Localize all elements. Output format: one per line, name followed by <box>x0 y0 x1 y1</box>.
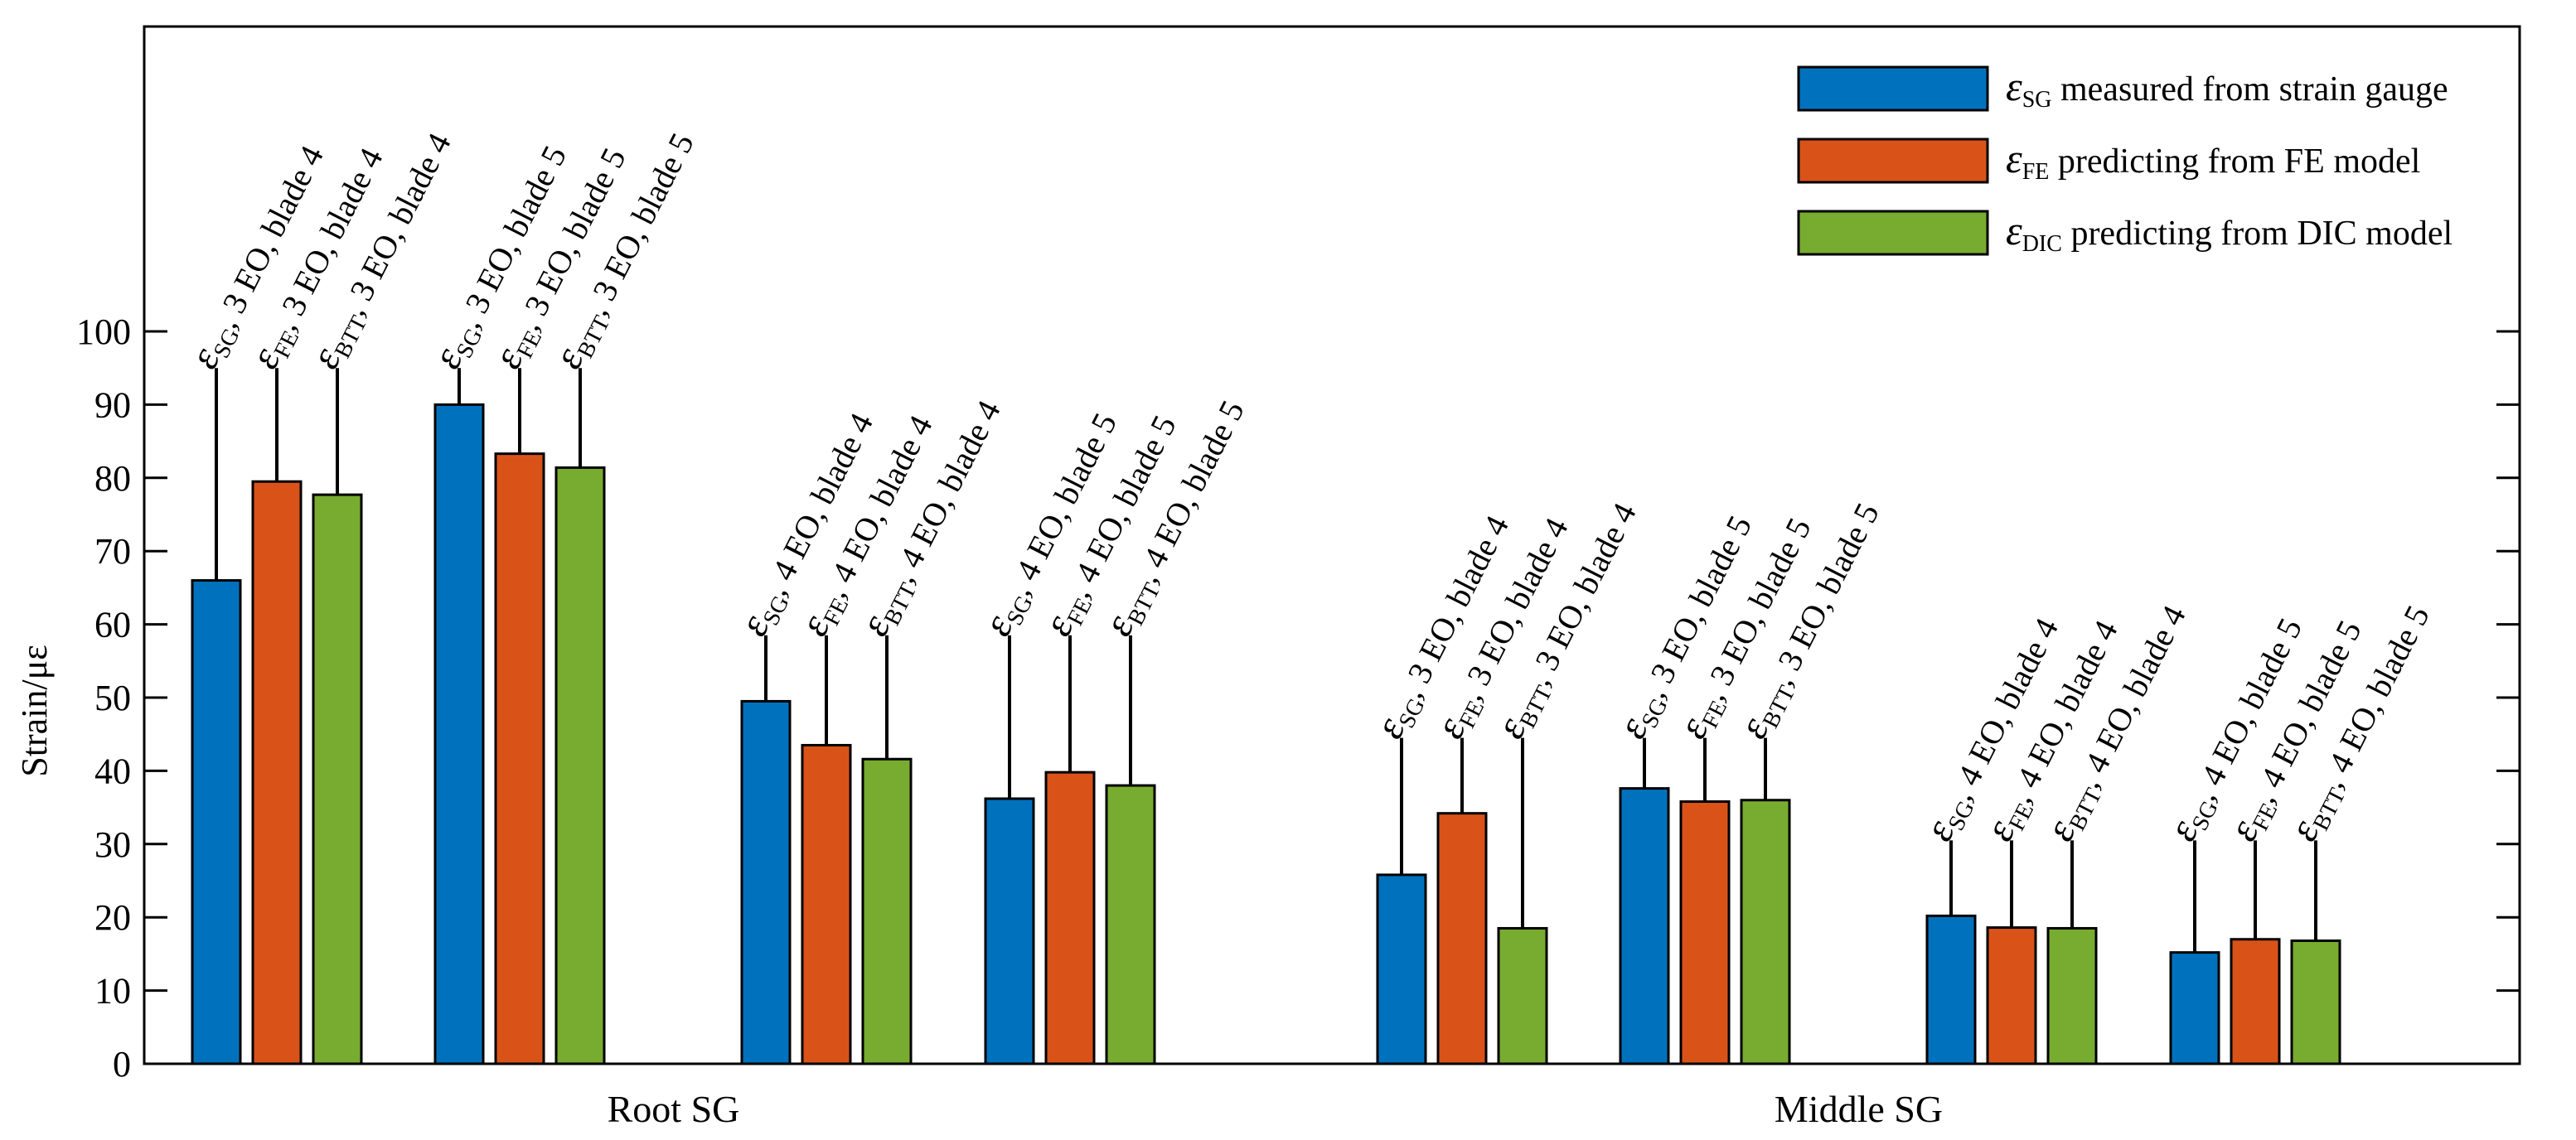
bar <box>861 757 913 1065</box>
bar <box>2230 938 2281 1065</box>
y-axis: 0 10 20 30 40 50 60 70 80 90 100 <box>76 312 2520 1084</box>
y-tick-label: 20 <box>94 897 131 938</box>
y-axis-title: Strain/με <box>14 645 55 776</box>
y-tick-label: 70 <box>94 531 131 572</box>
bar <box>1679 800 1731 1065</box>
bar <box>191 579 242 1065</box>
y-tick-label: 100 <box>76 312 131 352</box>
bar <box>1740 799 1791 1065</box>
y-tick-label: 90 <box>94 384 131 425</box>
bar <box>1105 784 1156 1065</box>
bar <box>984 797 1035 1065</box>
bar <box>1619 787 1670 1065</box>
bar <box>554 466 606 1065</box>
y-tick-label: 40 <box>94 751 131 791</box>
bar <box>494 452 545 1065</box>
bar <box>1925 914 1977 1065</box>
x-group-label: Root SG <box>608 1088 740 1130</box>
bar <box>2290 939 2341 1065</box>
bar <box>1986 926 2037 1065</box>
x-group-label: Middle SG <box>1775 1088 1943 1130</box>
bar <box>1044 770 1096 1065</box>
bar <box>1436 812 1488 1065</box>
bar <box>312 493 363 1065</box>
y-tick-label: 60 <box>94 605 131 645</box>
y-tick-label: 30 <box>94 824 131 865</box>
y-tick-label: 0 <box>113 1044 131 1084</box>
plot-frame <box>143 25 2521 1065</box>
legend-swatch <box>1797 65 1989 112</box>
x-axis-groups: Root SG Middle SG <box>608 1088 1943 1130</box>
legend-swatch <box>1797 138 1989 184</box>
bar <box>433 403 485 1065</box>
bar <box>2046 926 2098 1065</box>
bar <box>1497 926 1548 1065</box>
bars-layer <box>191 403 2341 1065</box>
legend-entry: εDIC predicting from DIC model <box>2006 207 2453 257</box>
bar <box>251 480 303 1065</box>
whiskers-layer <box>215 368 2317 953</box>
y-tick-label: 10 <box>94 971 131 1012</box>
y-tick-label: 50 <box>94 678 131 718</box>
legend-entry: εFE predicting from FE model <box>2006 135 2420 185</box>
bar <box>740 699 792 1065</box>
bar <box>801 743 852 1065</box>
y-tick-label: 80 <box>94 458 131 499</box>
legend-swatch <box>1797 210 1989 256</box>
legend: εSG measured from strain gauge εFE predic… <box>1797 63 2453 257</box>
bar <box>1376 873 1427 1065</box>
legend-entry: εSG measured from strain gauge <box>2006 63 2448 113</box>
bar <box>2169 951 2220 1065</box>
